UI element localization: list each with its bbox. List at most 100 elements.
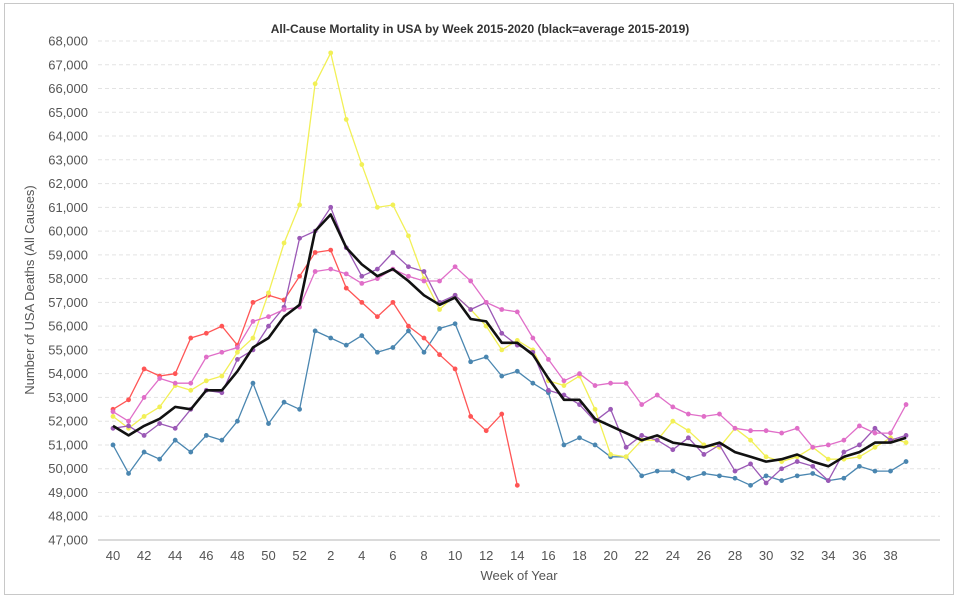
data-point [406, 323, 411, 329]
data-point [763, 480, 769, 486]
data-point [810, 444, 816, 450]
data-point [561, 383, 567, 388]
data-point [701, 414, 707, 419]
x-tick-label: 2 [327, 548, 334, 563]
data-point [172, 371, 178, 377]
data-point [732, 468, 738, 474]
data-point [343, 117, 349, 122]
y-tick-label: 56,000 [48, 319, 88, 334]
data-point [141, 395, 147, 400]
data-point [312, 250, 318, 255]
data-point [359, 162, 365, 167]
x-tick-label: 24 [666, 548, 680, 563]
data-point [452, 264, 458, 270]
x-tick-label: 46 [199, 548, 213, 563]
x-tick-label: 22 [634, 548, 648, 563]
data-point [235, 349, 240, 355]
data-point [374, 266, 380, 272]
data-point [359, 280, 365, 286]
data-point [561, 442, 567, 448]
data-point [110, 414, 116, 419]
data-point [343, 342, 349, 348]
data-point [468, 414, 474, 419]
data-point [390, 202, 396, 208]
data-point [872, 444, 878, 450]
data-point [141, 433, 147, 438]
data-point [110, 409, 116, 415]
data-point [281, 399, 287, 405]
x-tick-label: 12 [479, 548, 493, 563]
data-point [421, 269, 427, 274]
axes: 47,000 48,000 49,000 50,000 51,000 52,000 53,0… [48, 34, 940, 563]
data-point [685, 435, 691, 441]
x-tick-label: 48 [230, 548, 244, 563]
x-tick-label: 36 [852, 548, 866, 563]
data-point [623, 380, 629, 386]
y-tick-label: 55,000 [48, 342, 88, 357]
y-tick-label: 64,000 [48, 129, 88, 144]
data-point [141, 449, 147, 455]
x-tick-label: 50 [261, 548, 275, 563]
y-tick-label: 67,000 [48, 57, 88, 72]
data-point [577, 371, 582, 377]
data-point [406, 233, 411, 239]
data-point [748, 437, 753, 443]
data-point [157, 456, 163, 462]
data-point [468, 359, 474, 365]
y-tick-label: 54,000 [48, 366, 88, 381]
data-point [219, 323, 225, 329]
data-point [359, 299, 365, 305]
data-point [841, 449, 847, 455]
data-point [872, 425, 878, 431]
series-line [112, 206, 907, 484]
data-point [266, 290, 271, 296]
y-tick-label: 65,000 [48, 105, 88, 120]
data-point [499, 307, 505, 312]
data-point [623, 444, 629, 450]
data-point [452, 321, 458, 327]
data-point [312, 328, 318, 334]
data-point [452, 292, 458, 298]
data-point [546, 387, 551, 393]
data-point [857, 454, 862, 460]
x-tick-label: 14 [510, 548, 524, 563]
data-point [343, 285, 349, 291]
x-tick-label: 18 [572, 548, 586, 563]
x-tick-label: 16 [541, 548, 555, 563]
data-point [203, 330, 209, 336]
data-point [825, 442, 831, 448]
data-point [172, 425, 178, 431]
data-point [654, 392, 660, 398]
data-point [328, 50, 334, 56]
data-point [188, 387, 194, 393]
data-point [639, 473, 645, 479]
data-point [421, 278, 427, 284]
data-point [794, 459, 800, 464]
data-point [250, 318, 256, 324]
data-point [437, 352, 442, 358]
data-point [857, 442, 862, 448]
data-point [685, 475, 691, 481]
data-point [561, 378, 567, 384]
data-point [499, 330, 505, 336]
data-point [748, 428, 753, 434]
data-point [421, 349, 427, 355]
y-tick-label: 49,000 [48, 485, 88, 500]
data-point [514, 368, 520, 374]
data-point [390, 299, 396, 305]
data-point [437, 278, 442, 284]
data-point [903, 402, 909, 407]
data-point [157, 421, 163, 426]
data-point [126, 423, 131, 429]
data-point [748, 461, 753, 467]
series-group [110, 50, 909, 488]
data-point [483, 428, 489, 434]
y-tick-label: 47,000 [48, 533, 88, 548]
data-point [685, 411, 691, 417]
data-point [763, 428, 769, 434]
y-tick-label: 62,000 [48, 176, 88, 191]
data-point [219, 437, 225, 443]
data-point [297, 235, 302, 241]
data-point [266, 421, 271, 426]
y-axis-title: Number of USA Deaths (All Causes) [22, 185, 37, 395]
